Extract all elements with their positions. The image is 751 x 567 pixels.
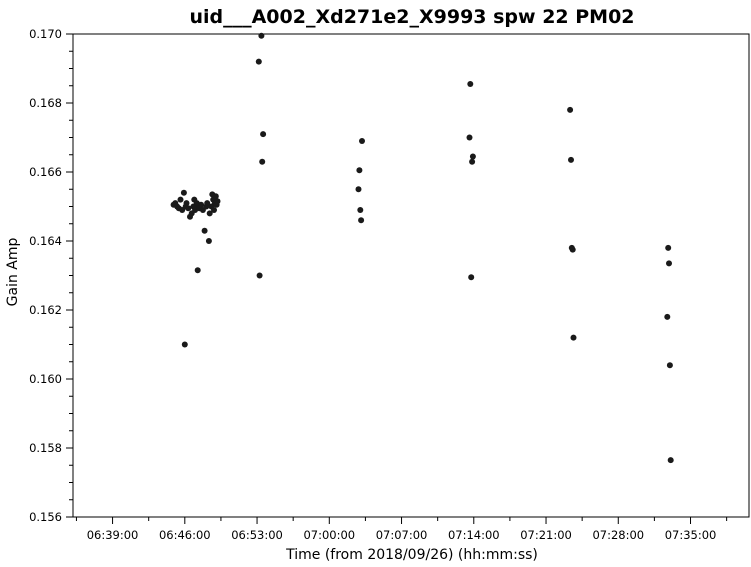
plot-frame [72, 33, 750, 518]
x-axis-label: Time (from 2018/09/26) (hh:mm:ss) [285, 547, 538, 563]
data-point [201, 227, 208, 234]
data-point [358, 217, 365, 224]
data-point [359, 138, 365, 144]
y-tick-label: 0.168 [29, 96, 62, 110]
data-point [357, 207, 364, 213]
data-point [469, 153, 476, 160]
data-point [666, 362, 673, 369]
data-point [667, 457, 674, 464]
data-point [206, 210, 213, 217]
data-point [181, 341, 188, 348]
y-tick-label: 0.170 [29, 27, 62, 41]
data-point [258, 32, 265, 39]
data-point [180, 189, 187, 196]
data-point [469, 158, 476, 165]
data-point [355, 186, 362, 193]
data-point [467, 81, 474, 87]
data-point [255, 58, 262, 65]
data-point [568, 156, 574, 163]
data-point [194, 267, 201, 274]
data-point [198, 201, 205, 208]
x-tick-label: 07:07:00 [376, 528, 428, 542]
data-point [204, 200, 211, 207]
data-point [185, 205, 192, 212]
data-point [256, 272, 263, 279]
data-points [170, 32, 674, 464]
x-tick-label: 07:14:00 [448, 528, 500, 542]
x-tick-label: 07:28:00 [592, 528, 644, 542]
y-tick-label: 0.158 [29, 441, 62, 455]
data-point [567, 106, 574, 113]
data-point [466, 134, 473, 141]
data-point [205, 238, 212, 244]
y-tick-label: 0.160 [29, 372, 62, 386]
data-point [214, 198, 221, 205]
data-point [183, 200, 190, 207]
data-point [212, 193, 219, 200]
data-point [260, 131, 267, 138]
x-tick-label: 06:53:00 [231, 528, 283, 542]
y-tick-label: 0.162 [29, 303, 62, 317]
y-tick-label: 0.166 [29, 165, 62, 179]
y-tick-label: 0.164 [29, 234, 62, 248]
x-tick-label: 06:46:00 [159, 528, 211, 542]
y-axis: 0.156 0.158 0.160 0.162 0.164 0.166 0.168 0.170 [29, 27, 73, 524]
chart-title: uid___A002_Xd271e2_X9993 spw 22 PM02 [189, 6, 634, 28]
x-tick-label: 06:39:00 [87, 528, 139, 542]
data-point [259, 158, 266, 165]
data-point [211, 207, 217, 213]
x-tick-label: 07:00:00 [303, 528, 355, 542]
data-point [356, 167, 363, 174]
y-tick-label: 0.156 [29, 510, 62, 524]
x-tick-label: 07:21:00 [520, 528, 572, 542]
data-point [665, 244, 672, 251]
data-point [569, 246, 576, 253]
data-point [666, 260, 672, 267]
y-axis-label: Gain Amp [5, 238, 21, 307]
data-point [664, 313, 671, 320]
x-axis: 06:39:00 06:46:00 06:53:00 07:00:00 07:07:00… [75, 517, 728, 542]
data-point [570, 334, 577, 341]
x-tick-label: 07:35:00 [665, 528, 717, 542]
data-point [177, 196, 184, 203]
data-point [468, 274, 475, 281]
